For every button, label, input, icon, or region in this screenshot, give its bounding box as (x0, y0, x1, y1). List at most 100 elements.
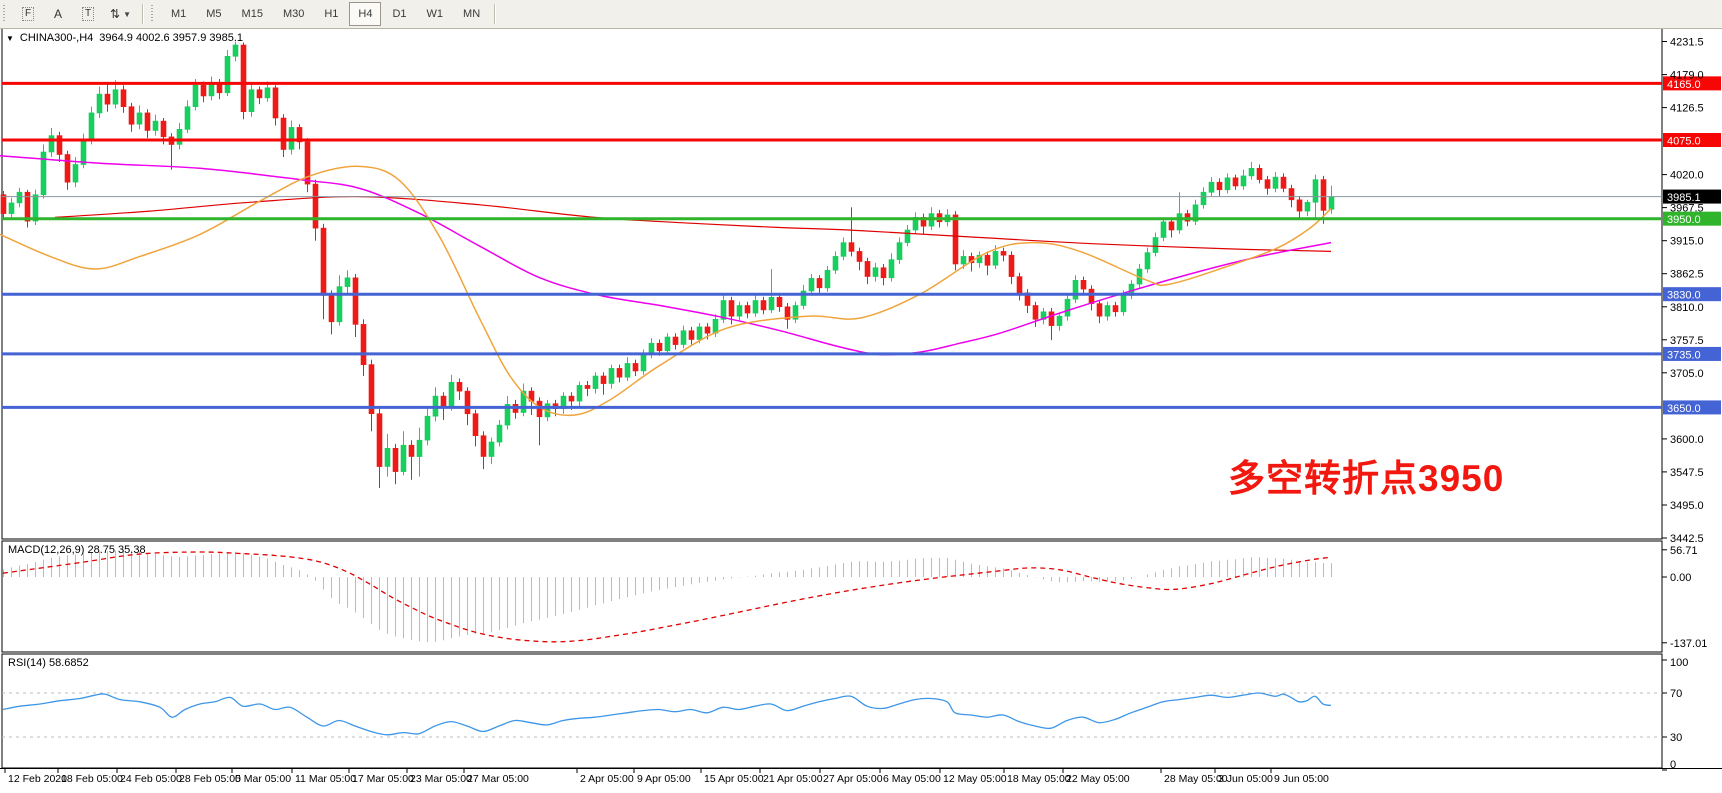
svg-text:18 May 05:00: 18 May 05:00 (1007, 773, 1071, 785)
main-chart-area[interactable] (2, 28, 1662, 768)
svg-text:12 Feb 2020: 12 Feb 2020 (8, 773, 67, 785)
ma-mid-magenta (0, 154, 1332, 356)
rsi-line (2, 692, 1332, 736)
svg-text:3810.0: 3810.0 (1670, 302, 1704, 314)
text-label-tool-icon: T (81, 7, 95, 21)
svg-text:3950.0: 3950.0 (1667, 214, 1701, 226)
svg-text:0: 0 (1670, 759, 1676, 771)
svg-text:22 May 05:00: 22 May 05:00 (1066, 773, 1130, 785)
svg-text:17 Mar 05:00: 17 Mar 05:00 (352, 773, 414, 785)
ohlc-values: 3964.9 4002.6 3957.9 3985.1 (99, 32, 244, 44)
svg-text:0.00: 0.00 (1670, 572, 1691, 584)
chart-title: ▼ CHINA300-,H4 3964.9 4002.6 3957.9 3985… (6, 32, 243, 44)
horizontal-levels: 4165.0 4075.0 3950.0 3830.0 3735.0 3650.0 3985… (2, 76, 1721, 415)
timeframe-button-h4[interactable]: H4 (349, 2, 382, 26)
timeframe-button-m15[interactable]: M15 (241, 8, 263, 20)
svg-text:28 May 05:00: 28 May 05:00 (1164, 773, 1228, 785)
svg-text:27 Mar 05:00: 27 Mar 05:00 (467, 773, 529, 785)
timeframe-button-h1[interactable]: H1 (324, 8, 339, 20)
rsi-panel: 100 70 30 0 (2, 657, 1688, 771)
text-tool-button[interactable]: A (44, 2, 72, 26)
svg-text:3830.0: 3830.0 (1667, 290, 1701, 302)
macd-panel-frame (1, 540, 1663, 653)
time-axis[interactable] (0, 768, 1722, 793)
fibo-grid-tool-icon: F (21, 7, 35, 21)
text-tool-icon: A (53, 7, 62, 21)
chevron-down-icon: ▼ (123, 9, 131, 19)
text-label-tool-button[interactable]: T (74, 2, 102, 26)
svg-text:56.71: 56.71 (1670, 545, 1698, 557)
fibo-grid-tool-button[interactable]: F (14, 2, 42, 26)
level-price-badge (1663, 287, 1721, 302)
svg-text:28 Feb 05:00: 28 Feb 05:00 (179, 773, 241, 785)
svg-text:5 Mar 05:00: 5 Mar 05:00 (235, 773, 291, 785)
svg-text:11 Mar 05:00: 11 Mar 05:00 (295, 773, 356, 785)
svg-text:3442.5: 3442.5 (1670, 533, 1704, 545)
price-axis-ticks: 4231.5 4179.0 4126.5 4020.0 3967.5 3915.0 3862… (1662, 37, 1704, 545)
svg-text:3495.0: 3495.0 (1670, 500, 1704, 512)
svg-text:3705.0: 3705.0 (1670, 368, 1704, 380)
svg-text:3862.5: 3862.5 (1670, 269, 1704, 281)
svg-text:21 Apr 05:00: 21 Apr 05:00 (763, 773, 823, 785)
current-price-badge (1663, 189, 1721, 204)
svg-text:3915.0: 3915.0 (1670, 236, 1704, 248)
svg-text:4231.5: 4231.5 (1670, 37, 1704, 49)
level-price-badge (1663, 133, 1721, 148)
toolbar: F A T ⇅ ▼ M1 M5 M15 M30 H1 H4 D1 W1 MN (0, 0, 1722, 29)
svg-text:3 Jun 05:00: 3 Jun 05:00 (1218, 773, 1273, 785)
svg-text:4179.0: 4179.0 (1670, 70, 1704, 82)
level-price-badge (1663, 211, 1721, 226)
timeframe-button-d1[interactable]: D1 (392, 8, 407, 20)
chart-menu-arrow-icon[interactable]: ▼ (6, 33, 14, 43)
svg-text:3547.5: 3547.5 (1670, 467, 1704, 479)
svg-text:70: 70 (1670, 688, 1682, 700)
drawing-tools-group: F A T ⇅ ▼ (13, 2, 138, 26)
svg-text:4020.0: 4020.0 (1670, 170, 1704, 182)
rsi-indicator-label: RSI(14) 58.6852 (8, 657, 89, 669)
svg-text:24 Feb 05:00: 24 Feb 05:00 (120, 773, 182, 785)
ma-slow-red (54, 195, 1332, 252)
svg-text:2 Apr 05:00: 2 Apr 05:00 (580, 773, 634, 785)
svg-text:3735.0: 3735.0 (1667, 349, 1701, 361)
svg-text:23 Mar 05:00: 23 Mar 05:00 (410, 773, 472, 785)
svg-text:9 Jun 05:00: 9 Jun 05:00 (1274, 773, 1329, 785)
svg-text:4165.0: 4165.0 (1667, 79, 1701, 91)
ma-fast-orange (0, 165, 1332, 417)
symbol-period-label: CHINA300-,H4 (19, 32, 94, 44)
macd-panel: 56.71 0.00 -137.01 (2, 545, 1707, 650)
macd-signal-line (2, 551, 1332, 643)
svg-text:-137.01: -137.01 (1670, 638, 1707, 650)
svg-text:3985.1: 3985.1 (1667, 192, 1701, 204)
moving-averages (0, 154, 1332, 417)
chart-annotation-text: 多空转折点3950 (1228, 458, 1505, 499)
svg-text:4075.0: 4075.0 (1667, 136, 1701, 148)
svg-text:18 Feb 05:00: 18 Feb 05:00 (61, 773, 123, 785)
timeframe-button-w1[interactable]: W1 (426, 8, 444, 20)
svg-text:12 May 05:00: 12 May 05:00 (943, 773, 1007, 785)
svg-text:27 Apr 05:00: 27 Apr 05:00 (823, 773, 883, 785)
toolbar-separator-2 (494, 4, 497, 24)
candles (0, 41, 1335, 488)
arrow-tools-button[interactable]: ⇅ ▼ (104, 2, 137, 26)
macd-indicator-label: MACD(12,26,9) 28.75 35.38 (8, 544, 146, 556)
svg-text:3600.0: 3600.0 (1670, 434, 1704, 446)
timeframe-button-m1[interactable]: M1 (170, 8, 187, 20)
svg-text:30: 30 (1670, 732, 1682, 744)
timeframe-button-mn[interactable]: MN (463, 8, 481, 20)
level-price-badge (1663, 400, 1721, 415)
svg-text:4126.5: 4126.5 (1670, 103, 1704, 115)
timeframe-button-m30[interactable]: M30 (282, 8, 305, 20)
toolbar-grip[interactable] (3, 5, 8, 23)
level-price-badge (1663, 76, 1721, 91)
price-axis[interactable] (1663, 28, 1722, 768)
svg-text:100: 100 (1670, 657, 1688, 669)
svg-text:15 Apr 05:00: 15 Apr 05:00 (704, 773, 764, 785)
level-price-badge (1663, 346, 1721, 361)
toolbar-grip-2[interactable] (150, 5, 156, 23)
timeframe-button-m5[interactable]: M5 (206, 8, 222, 20)
svg-text:9 Apr 05:00: 9 Apr 05:00 (637, 773, 691, 785)
arrow-tools-icon: ⇅ (110, 7, 121, 21)
